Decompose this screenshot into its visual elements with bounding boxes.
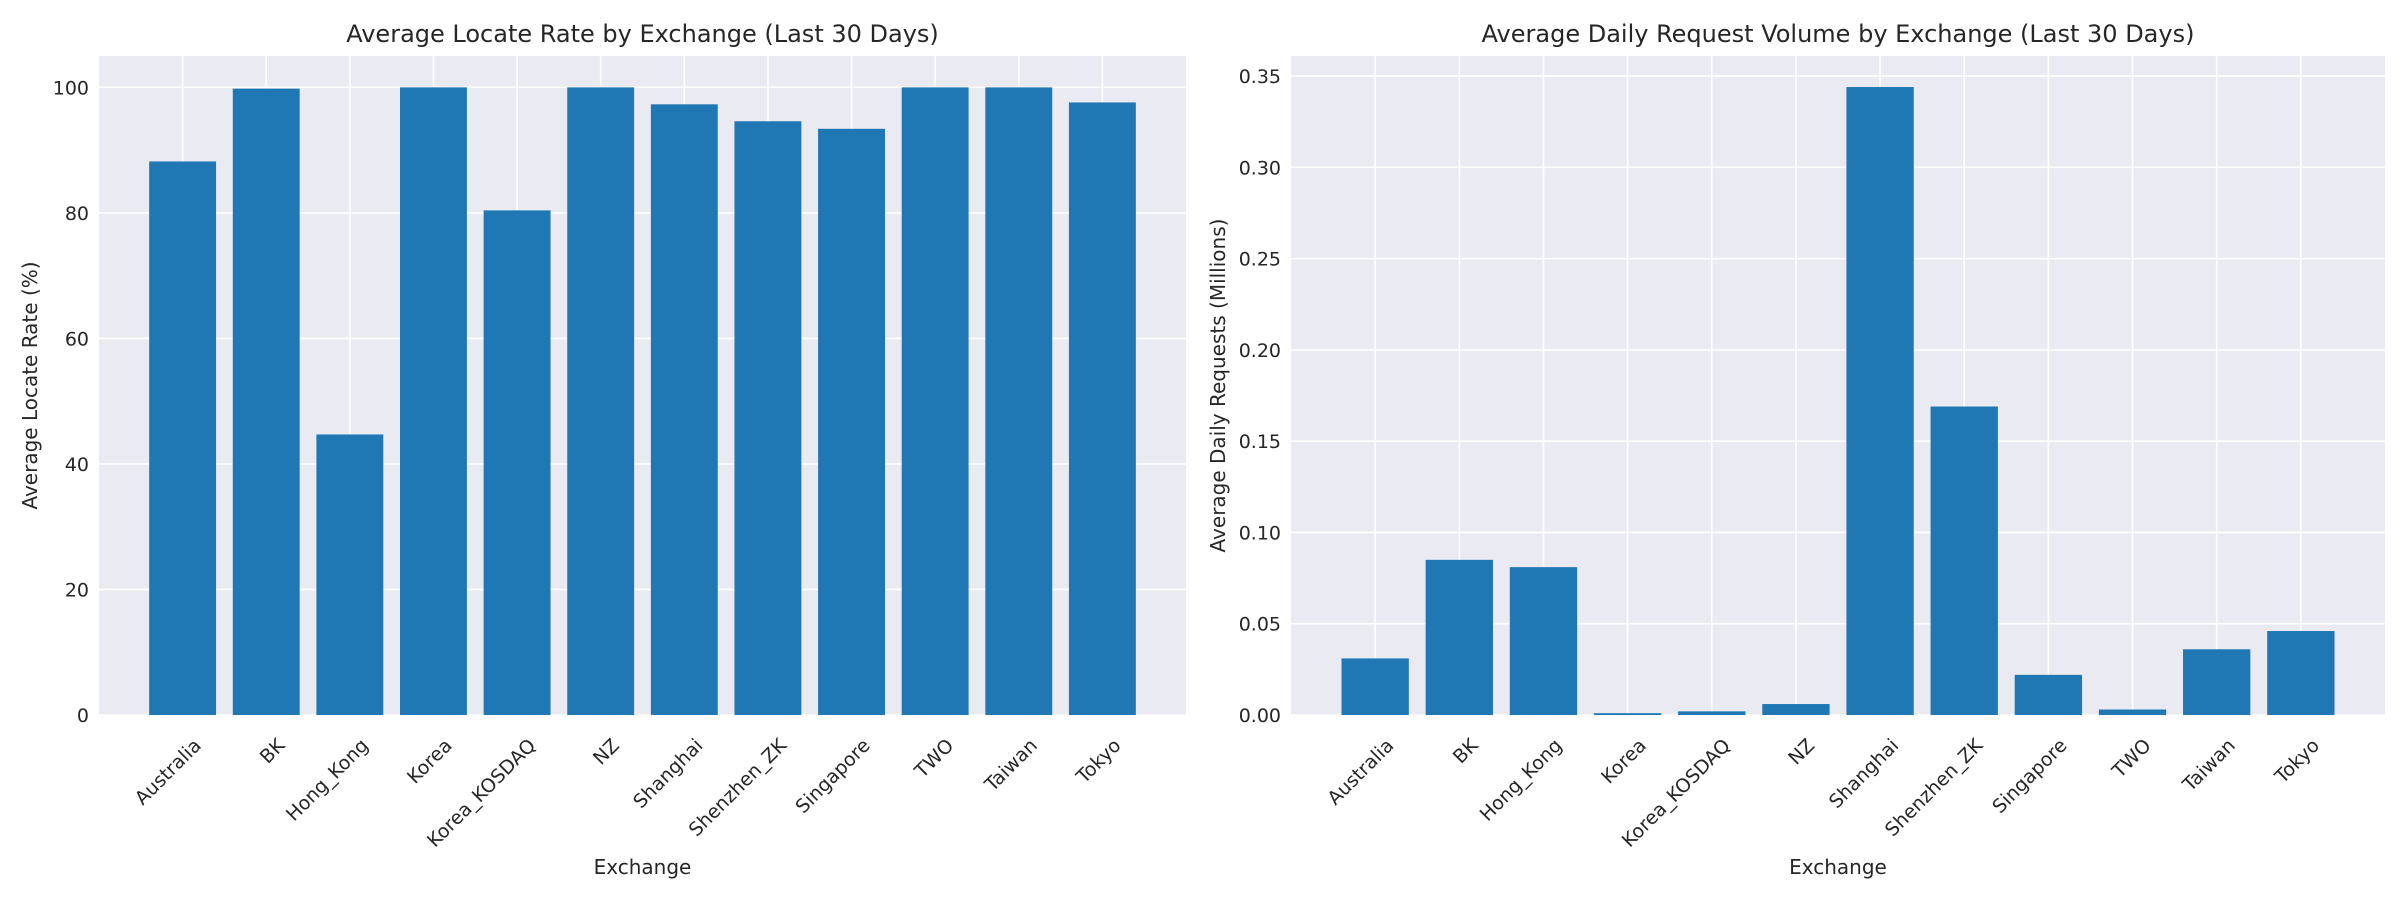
y-tick-label: 20 <box>65 579 89 601</box>
bar-taiwan <box>2183 649 2251 715</box>
bar-korea <box>400 87 467 715</box>
bar-tokyo <box>1068 102 1136 716</box>
x-tick-label: Tokyo <box>1072 735 1126 789</box>
x-tick-label: Shanghai <box>629 735 707 813</box>
bar-singapore <box>2014 674 2083 715</box>
bar-hong-kong <box>316 434 384 715</box>
y-tick-label: 0.35 <box>1239 66 1281 88</box>
y-tick-label: 60 <box>65 328 89 350</box>
x-tick-label: Taiwan <box>2178 735 2240 797</box>
bar-korea <box>1593 713 1662 715</box>
bar-australia <box>149 161 217 715</box>
y-tick-label: 80 <box>65 203 89 225</box>
bar-bk <box>232 88 300 716</box>
x-tick-label: Korea <box>1597 735 1651 789</box>
y-tick-label: 0.25 <box>1239 249 1281 271</box>
y-axis-label: Average Daily Requests (Millions) <box>1206 219 1230 553</box>
y-tick-label: 0.15 <box>1239 431 1281 453</box>
bar-group <box>1341 87 2335 715</box>
x-tick-label: BK <box>256 734 290 768</box>
x-axis-label: Exchange <box>594 855 692 879</box>
bar-group <box>149 87 1136 716</box>
y-axis-label: Average Locate Rate (%) <box>18 261 42 509</box>
y-axis-ticks: 0 20 40 60 80 100 <box>53 77 89 727</box>
bar-korea-kosdaq <box>483 210 551 715</box>
bar-shanghai <box>1846 87 1914 715</box>
bar-nz <box>1762 704 1830 715</box>
bar-australia <box>1341 658 1409 715</box>
bar-shanghai <box>650 104 718 716</box>
bar-shenzhen-zk <box>734 121 802 715</box>
request-volume-chart: 0.00 0.05 0.10 0.15 0.20 0.25 0.30 0.35 Austral… <box>1206 20 2385 879</box>
bar-shenzhen-zk <box>1930 406 1998 715</box>
y-tick-label: 0.30 <box>1239 157 1281 179</box>
bar-two <box>2098 709 2167 715</box>
x-tick-label: NZ <box>589 735 624 770</box>
x-tick-label: Taiwan <box>980 735 1042 797</box>
y-tick-label: 0.05 <box>1239 614 1281 636</box>
x-axis-label: Exchange <box>1789 855 1887 879</box>
bar-korea-kosdaq <box>1678 711 1746 715</box>
x-tick-label: TWO <box>910 735 958 783</box>
x-tick-label: Hong_Kong <box>282 735 373 826</box>
bar-nz <box>567 87 635 715</box>
bar-taiwan <box>985 87 1053 715</box>
y-tick-label: 0 <box>77 705 89 727</box>
x-tick-label: Singapore <box>1988 735 2071 818</box>
chart-title: Average Locate Rate by Exchange (Last 30… <box>346 20 939 48</box>
y-tick-label: 0.10 <box>1239 522 1281 544</box>
x-tick-label: BK <box>1449 734 1483 768</box>
x-tick-label: NZ <box>1784 735 1819 770</box>
x-tick-label: Australia <box>1323 735 1398 810</box>
bar-singapore <box>818 128 885 715</box>
y-tick-label: 0.00 <box>1239 705 1281 727</box>
x-tick-label: Tokyo <box>2270 735 2324 789</box>
bar-bk <box>1425 559 1493 715</box>
x-tick-label: Australia <box>131 735 206 810</box>
bar-tokyo <box>2267 631 2335 715</box>
x-tick-label: Singapore <box>791 735 874 818</box>
y-tick-label: 100 <box>53 77 89 99</box>
y-tick-label: 40 <box>65 454 89 476</box>
x-tick-label: Hong_Kong <box>1476 735 1567 826</box>
bar-two <box>901 87 969 715</box>
y-tick-label: 0.20 <box>1239 340 1281 362</box>
x-tick-label: TWO <box>2107 735 2155 783</box>
y-axis-ticks: 0.00 0.05 0.10 0.15 0.20 0.25 0.30 0.35 <box>1239 66 1281 727</box>
x-tick-label: Korea <box>403 735 457 789</box>
bar-hong-kong <box>1509 567 1578 715</box>
chart-title: Average Daily Request Volume by Exchange… <box>1482 20 2195 48</box>
x-tick-label: Shanghai <box>1825 735 1903 813</box>
